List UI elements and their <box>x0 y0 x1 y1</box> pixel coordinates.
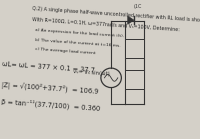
Text: a) An expression for the load current i(t).: a) An expression for the load current i(… <box>35 28 124 38</box>
Text: Q.2) A single phase half-wave uncontrolled rectifier with RL load is shown: Q.2) A single phase half-wave uncontroll… <box>32 6 200 23</box>
Text: (1C: (1C <box>133 4 142 9</box>
Text: |Z| = √(100²+37.7²)  = 106.9: |Z| = √(100²+37.7²) = 106.9 <box>1 81 99 95</box>
Text: R: R <box>132 46 137 51</box>
Text: L: L <box>133 77 136 82</box>
FancyBboxPatch shape <box>125 39 144 58</box>
Polygon shape <box>128 16 134 24</box>
Text: β = tan⁻¹¹(37.7/100)  = 0.360: β = tan⁻¹¹(37.7/100) = 0.360 <box>1 97 101 112</box>
Text: With R=100Ω, L=0.1H, ω=377rad/s and Vₛ=100V, Determine:: With R=100Ω, L=0.1H, ω=377rad/s and Vₛ=1… <box>32 17 180 32</box>
Text: vₛ= Vₛ sin(ωt): vₛ= Vₛ sin(ωt) <box>73 70 110 77</box>
Text: c) The average load current: c) The average load current <box>35 47 96 55</box>
Text: b) The value of the current at t=16 ms.: b) The value of the current at t=16 ms. <box>35 38 121 48</box>
FancyBboxPatch shape <box>125 70 144 89</box>
Text: ωL= ωL = 377 × 0.1 = 37.7: ωL= ωL = 377 × 0.1 = 37.7 <box>1 61 95 74</box>
